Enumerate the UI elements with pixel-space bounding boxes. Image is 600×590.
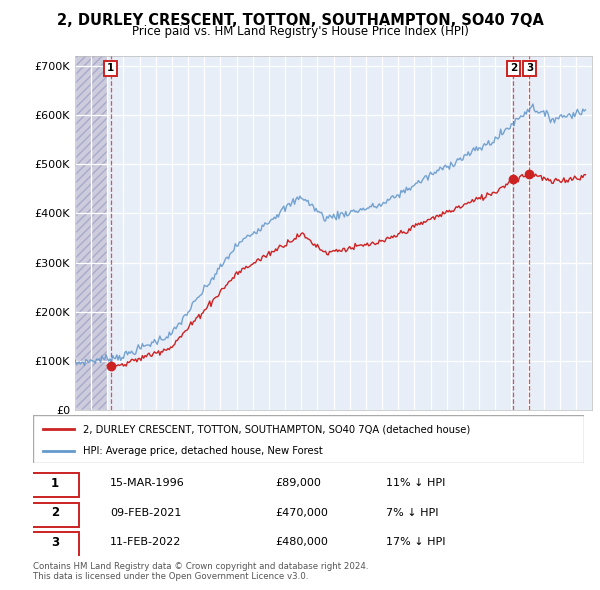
Text: £89,000: £89,000 <box>275 478 321 488</box>
Text: 2, DURLEY CRESCENT, TOTTON, SOUTHAMPTON, SO40 7QA: 2, DURLEY CRESCENT, TOTTON, SOUTHAMPTON,… <box>56 13 544 28</box>
Text: Price paid vs. HM Land Registry's House Price Index (HPI): Price paid vs. HM Land Registry's House … <box>131 25 469 38</box>
Text: 11% ↓ HPI: 11% ↓ HPI <box>386 478 445 488</box>
Text: 7% ↓ HPI: 7% ↓ HPI <box>386 508 438 518</box>
Text: 2: 2 <box>510 64 517 73</box>
Text: 3: 3 <box>526 64 533 73</box>
Text: 17% ↓ HPI: 17% ↓ HPI <box>386 537 445 548</box>
Text: 09-FEB-2021: 09-FEB-2021 <box>110 508 181 518</box>
Text: 1: 1 <box>107 64 115 73</box>
Text: 11-FEB-2022: 11-FEB-2022 <box>110 537 181 548</box>
Text: HPI: Average price, detached house, New Forest: HPI: Average price, detached house, New … <box>83 446 322 456</box>
Text: 15-MAR-1996: 15-MAR-1996 <box>110 478 185 488</box>
Text: 2, DURLEY CRESCENT, TOTTON, SOUTHAMPTON, SO40 7QA (detached house): 2, DURLEY CRESCENT, TOTTON, SOUTHAMPTON,… <box>83 424 470 434</box>
Text: 3: 3 <box>51 536 59 549</box>
Text: 1: 1 <box>51 477 59 490</box>
Text: Contains HM Land Registry data © Crown copyright and database right 2024.
This d: Contains HM Land Registry data © Crown c… <box>33 562 368 581</box>
Text: £480,000: £480,000 <box>275 537 328 548</box>
FancyBboxPatch shape <box>32 532 79 557</box>
Bar <box>75 56 107 410</box>
Text: £470,000: £470,000 <box>275 508 328 518</box>
FancyBboxPatch shape <box>32 473 79 497</box>
FancyBboxPatch shape <box>33 415 584 463</box>
Text: 2: 2 <box>51 506 59 519</box>
FancyBboxPatch shape <box>32 503 79 527</box>
